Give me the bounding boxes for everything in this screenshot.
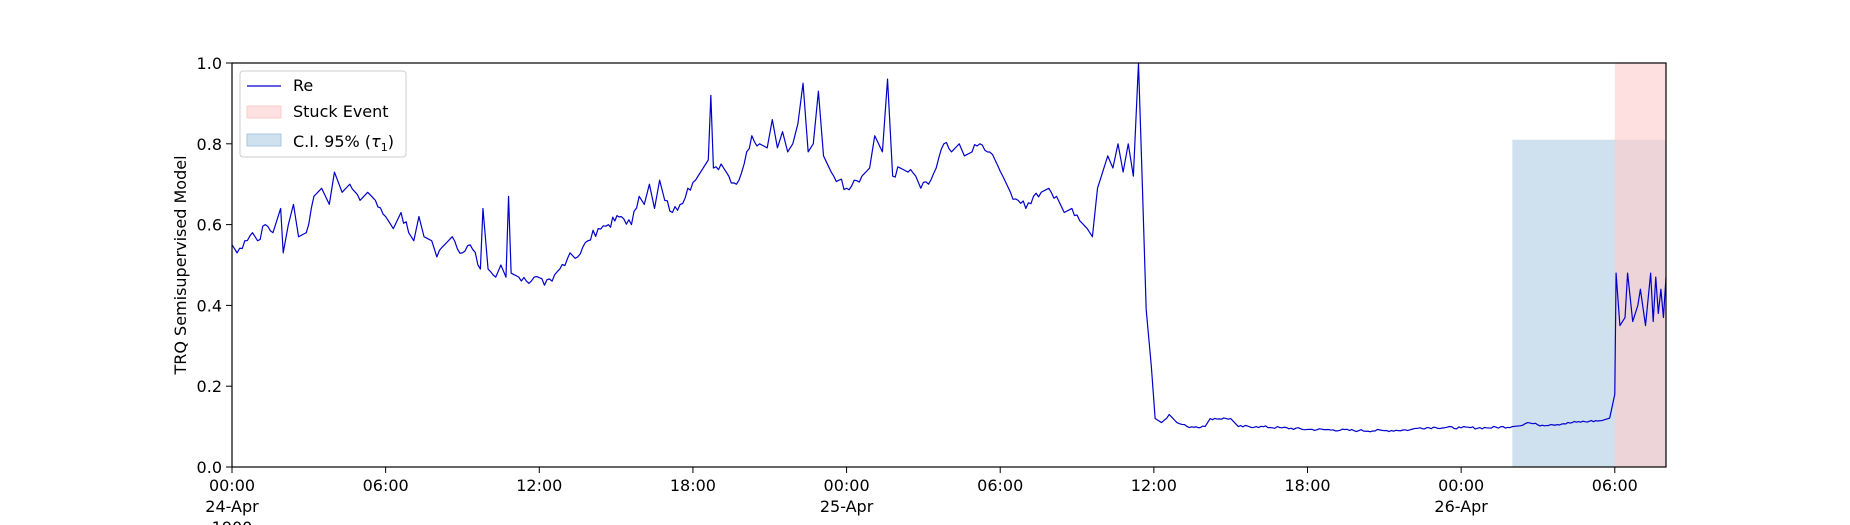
y-axis-label: TRQ Semisupervised Model	[171, 155, 190, 375]
stuck-event-region	[1614, 63, 1666, 467]
x-tick-label: 18:00	[1284, 476, 1330, 495]
x-tick-label: 06:00	[363, 476, 409, 495]
y-tick-label: 0.0	[197, 458, 222, 477]
y-tick-label: 0.6	[197, 216, 222, 235]
y-axis: 0.0 0.2 0.4 0.6 0.8 1.0	[197, 54, 232, 477]
series-line-re	[231, 62, 1667, 433]
x-tick-sublabel: 1900	[212, 518, 253, 525]
legend: Re Stuck Event C.I. 95% (τ1)	[239, 70, 407, 158]
x-tick-label: 06:00	[1592, 476, 1638, 495]
y-tick-label: 0.4	[197, 296, 222, 315]
x-axis: 00:00 24-Apr 1900 06:00 12:00 18:00 00:00 25-Ap…	[205, 467, 1638, 525]
legend-ci-tau: τ	[371, 132, 381, 151]
legend-ci-suffix: )	[388, 132, 394, 151]
x-tick-label: 12:00	[516, 476, 562, 495]
legend-label-ci: C.I. 95% (τ1)	[293, 132, 394, 154]
legend-ci-swatch	[246, 133, 282, 147]
y-tick-label: 0.8	[197, 135, 222, 154]
axes-frame	[231, 62, 1667, 468]
x-tick-label: 00:00	[1438, 476, 1484, 495]
legend-label-stuck: Stuck Event	[293, 102, 389, 121]
shaded-regions	[1512, 63, 1666, 467]
x-tick-sublabel: 24-Apr	[205, 497, 259, 516]
x-tick-sublabel: 26-Apr	[1434, 497, 1488, 516]
legend-stuck-swatch	[246, 105, 282, 119]
x-tick-label: 12:00	[1131, 476, 1177, 495]
y-tick-label: 1.0	[197, 54, 222, 73]
x-tick-sublabel: 25-Apr	[820, 497, 874, 516]
legend-label-re: Re	[293, 76, 313, 95]
legend-ci-sub: 1	[381, 141, 388, 154]
series-group	[231, 62, 1667, 433]
y-tick-label: 0.2	[197, 377, 222, 396]
legend-ci-prefix: C.I. 95% (	[293, 132, 371, 151]
x-tick-label: 18:00	[670, 476, 716, 495]
x-tick-label: 00:00	[824, 476, 870, 495]
x-tick-label: 06:00	[977, 476, 1023, 495]
x-tick-label: 00:00	[209, 476, 255, 495]
